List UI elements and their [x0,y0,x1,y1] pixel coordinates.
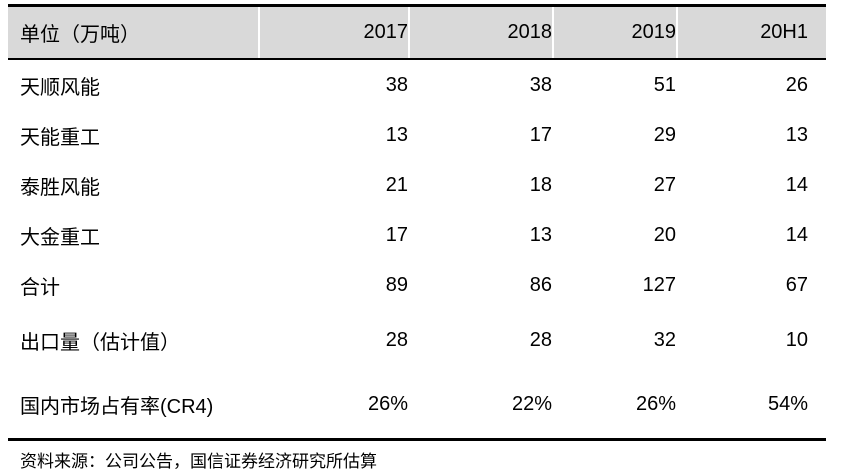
row-label: 泰胜风能 [20,176,100,199]
table-header: 单位（万吨） 2017 2018 2019 20H1 [8,7,826,60]
table-cell: 38 [529,73,552,96]
source-note: 资料来源：公司公告，国信证券经济研究所估算 [20,452,377,471]
table-cell: 26% [367,392,408,415]
table-cell: 17 [385,223,408,246]
header-year-20h1: 20H1 [676,7,820,58]
header-year-2019: 2019 [552,7,676,58]
table-row: 天顺风能 38 38 51 26 [8,60,826,110]
row-label: 合计 [20,276,60,299]
table-cell: 14 [785,223,808,246]
table-cell: 127 [642,273,676,296]
table-top-rule [8,4,826,7]
header-year-2017: 2017 [258,7,408,58]
table-cell: 10 [785,328,808,351]
table-row: 天能重工 13 17 29 13 [8,110,826,160]
table-cell: 67 [785,273,808,296]
row-label: 国内市场占有率(CR4) [20,395,214,418]
table-cell: 13 [385,123,408,146]
table-cell: 26 [785,73,808,96]
table-row: 大金重工 17 13 20 14 [8,210,826,260]
table-cell: 13 [785,123,808,146]
table-cell: 22% [511,392,552,415]
table-row: 合计 89 86 127 67 [8,260,826,310]
data-table: 单位（万吨） 2017 2018 2019 20H1 天顺风能 38 38 51… [8,4,826,441]
table-cell: 51 [653,73,676,96]
table-cell: 13 [529,223,552,246]
table-bottom-rule [8,438,826,441]
table-row: 泰胜风能 21 18 27 14 [8,160,826,210]
table-cell: 86 [529,273,552,296]
table-cell: 20 [653,223,676,246]
table-cell: 17 [529,123,552,146]
table-cell: 27 [653,173,676,196]
table-cell: 21 [385,173,408,196]
table-cell: 26% [635,392,676,415]
header-unit-label: 单位（万吨） [20,24,140,46]
table-row: 出口量（估计值） 28 28 32 10 [8,310,826,370]
row-label: 天顺风能 [20,76,100,99]
table-cell: 32 [653,328,676,351]
table-row: 国内市场占有率(CR4) 26% 22% 26% 54% [8,370,826,438]
table-cell: 54% [767,392,808,415]
row-label: 出口量（估计值） [20,331,180,354]
table-cell: 18 [529,173,552,196]
row-label: 天能重工 [20,126,100,149]
header-year-2018: 2018 [408,7,552,58]
row-label: 大金重工 [20,226,100,249]
table-cell: 89 [385,273,408,296]
table-cell: 29 [653,123,676,146]
table-cell: 28 [529,328,552,351]
table-cell: 38 [385,73,408,96]
table-cell: 14 [785,173,808,196]
table-cell: 28 [385,328,408,351]
